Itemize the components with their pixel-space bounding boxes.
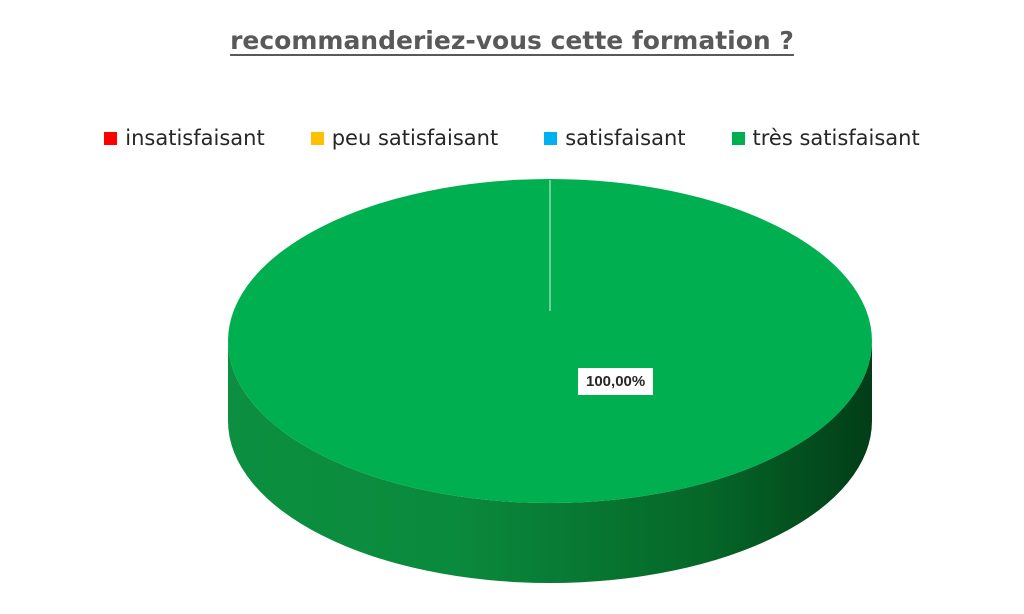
legend-swatch-satisfaisant — [544, 131, 558, 145]
legend-swatch-peu-satisfaisant — [310, 131, 324, 145]
chart-legend: insatisfaisant peu satisfaisant satisfai… — [0, 126, 1024, 150]
legend-item-insatisfaisant: insatisfaisant — [104, 126, 265, 150]
legend-label-insatisfaisant: insatisfaisant — [125, 126, 265, 150]
legend-swatch-insatisfaisant — [104, 131, 118, 145]
pie-side-layer — [228, 341, 872, 583]
pie-slice-tr-s-satisfaisant — [228, 179, 872, 503]
pie-side-wall — [228, 341, 872, 583]
legend-label-tres-satisfaisant: très satisfaisant — [752, 126, 920, 150]
legend-item-tres-satisfaisant: très satisfaisant — [731, 126, 920, 150]
legend-item-satisfaisant: satisfaisant — [544, 126, 686, 150]
legend-item-peu-satisfaisant: peu satisfaisant — [310, 126, 499, 150]
chart-title: recommanderiez-vous cette formation ? — [230, 26, 794, 55]
legend-swatch-tres-satisfaisant — [731, 131, 745, 145]
data-label-tres-satisfaisant: 100,00% — [578, 368, 654, 395]
legend-label-peu-satisfaisant: peu satisfaisant — [331, 126, 499, 150]
pie-top-layer — [228, 179, 872, 503]
legend-label-satisfaisant: satisfaisant — [565, 126, 686, 150]
